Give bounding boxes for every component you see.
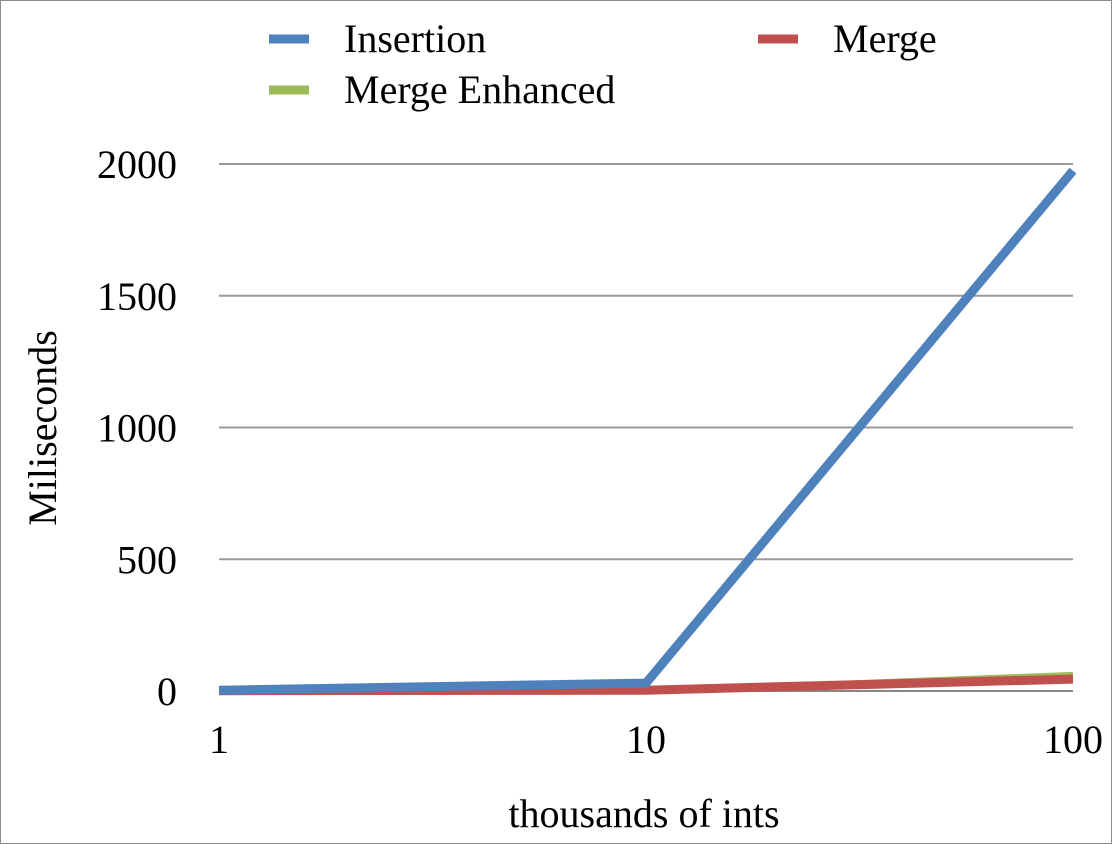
y-tick-label: 2000	[97, 142, 177, 187]
x-tick-label: 100	[1043, 717, 1103, 762]
legend-label: Merge Enhanced	[344, 67, 615, 112]
y-tick-label: 1500	[97, 274, 177, 319]
y-tick-label: 1000	[97, 406, 177, 451]
series-line-insertion	[218, 167, 1077, 695]
series-layer	[218, 167, 1077, 696]
grid-lines	[219, 163, 1073, 692]
legend: Insertion Merge Merge Enhanced	[269, 16, 937, 112]
y-tick-labels: 0 500 1000 1500 2000	[97, 142, 177, 714]
x-tick-labels: 1 10 100	[209, 717, 1103, 762]
y-axis-title: Miliseconds	[20, 330, 65, 526]
y-tick-label: 500	[117, 537, 177, 582]
legend-label: Insertion	[344, 16, 486, 61]
x-tick-label: 10	[626, 717, 666, 762]
x-tick-label: 1	[209, 717, 229, 762]
y-tick-label: 0	[157, 669, 177, 714]
legend-label: Merge	[833, 16, 937, 61]
x-axis-title: thousands of ints	[508, 791, 779, 836]
